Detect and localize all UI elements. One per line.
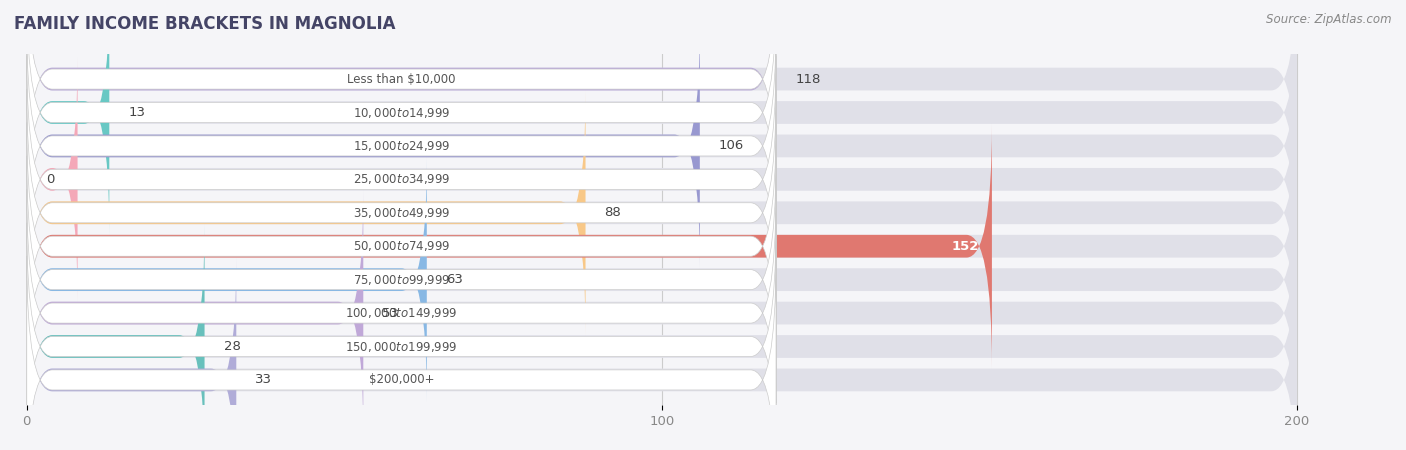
FancyBboxPatch shape bbox=[27, 124, 991, 369]
FancyBboxPatch shape bbox=[27, 89, 776, 337]
FancyBboxPatch shape bbox=[27, 124, 1296, 369]
FancyBboxPatch shape bbox=[27, 0, 776, 236]
FancyBboxPatch shape bbox=[27, 0, 1296, 235]
Text: 28: 28 bbox=[224, 340, 240, 353]
Text: 53: 53 bbox=[382, 306, 399, 320]
FancyBboxPatch shape bbox=[27, 22, 776, 270]
FancyBboxPatch shape bbox=[27, 158, 427, 402]
FancyBboxPatch shape bbox=[27, 57, 1296, 302]
FancyBboxPatch shape bbox=[27, 0, 776, 202]
FancyBboxPatch shape bbox=[27, 189, 776, 437]
Text: $200,000+: $200,000+ bbox=[368, 374, 434, 387]
FancyBboxPatch shape bbox=[27, 0, 1296, 202]
FancyBboxPatch shape bbox=[27, 257, 236, 450]
Text: FAMILY INCOME BRACKETS IN MAGNOLIA: FAMILY INCOME BRACKETS IN MAGNOLIA bbox=[14, 15, 395, 33]
Text: $15,000 to $24,999: $15,000 to $24,999 bbox=[353, 139, 450, 153]
FancyBboxPatch shape bbox=[27, 224, 1296, 450]
FancyBboxPatch shape bbox=[27, 90, 585, 335]
FancyBboxPatch shape bbox=[27, 191, 1296, 436]
FancyBboxPatch shape bbox=[27, 224, 204, 450]
Text: $150,000 to $199,999: $150,000 to $199,999 bbox=[346, 339, 457, 354]
FancyBboxPatch shape bbox=[27, 156, 776, 403]
Text: 0: 0 bbox=[46, 173, 55, 186]
Text: $35,000 to $49,999: $35,000 to $49,999 bbox=[353, 206, 450, 220]
Text: Source: ZipAtlas.com: Source: ZipAtlas.com bbox=[1267, 14, 1392, 27]
Text: 152: 152 bbox=[952, 240, 979, 253]
Text: 13: 13 bbox=[128, 106, 145, 119]
Text: 88: 88 bbox=[605, 206, 621, 219]
Text: $10,000 to $14,999: $10,000 to $14,999 bbox=[353, 105, 450, 120]
Text: Less than $10,000: Less than $10,000 bbox=[347, 72, 456, 86]
FancyBboxPatch shape bbox=[27, 257, 1296, 450]
FancyBboxPatch shape bbox=[27, 122, 776, 370]
Text: 33: 33 bbox=[256, 374, 273, 387]
FancyBboxPatch shape bbox=[27, 56, 776, 303]
FancyBboxPatch shape bbox=[27, 0, 776, 203]
FancyBboxPatch shape bbox=[27, 90, 1296, 335]
FancyBboxPatch shape bbox=[27, 256, 776, 450]
FancyBboxPatch shape bbox=[27, 23, 700, 268]
FancyBboxPatch shape bbox=[27, 23, 1296, 268]
Text: $50,000 to $74,999: $50,000 to $74,999 bbox=[353, 239, 450, 253]
FancyBboxPatch shape bbox=[27, 191, 363, 436]
FancyBboxPatch shape bbox=[27, 158, 1296, 402]
Text: $75,000 to $99,999: $75,000 to $99,999 bbox=[353, 273, 450, 287]
FancyBboxPatch shape bbox=[27, 0, 110, 235]
Text: $25,000 to $34,999: $25,000 to $34,999 bbox=[353, 172, 450, 186]
Text: $100,000 to $149,999: $100,000 to $149,999 bbox=[346, 306, 457, 320]
Text: 106: 106 bbox=[718, 140, 744, 153]
Text: 118: 118 bbox=[794, 72, 821, 86]
Text: 63: 63 bbox=[446, 273, 463, 286]
FancyBboxPatch shape bbox=[27, 57, 77, 302]
FancyBboxPatch shape bbox=[27, 223, 776, 450]
